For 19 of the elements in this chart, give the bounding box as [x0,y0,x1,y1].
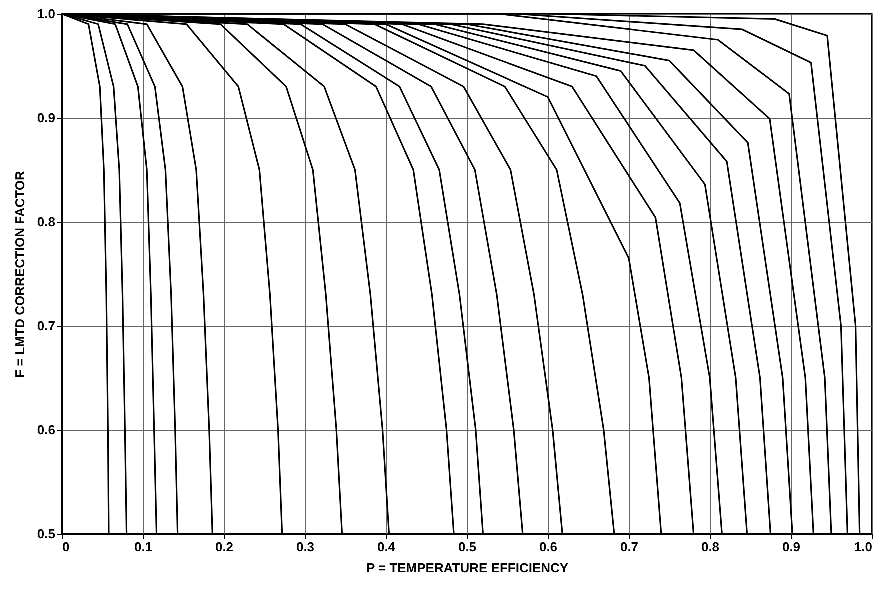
y-tick-label: 0.6 [37,422,56,438]
x-tick-label: 0.4 [377,540,396,554]
x-tick-label: 0.6 [539,540,558,554]
x-tick-label: 0.5 [458,540,477,554]
x-tick-label: 0.8 [701,540,720,554]
y-tick-label: 0.5 [37,526,56,542]
x-tick-label: 0 [62,540,70,554]
y-tick-label: 0.7 [37,318,56,334]
x-tick-label: 0.9 [782,540,801,554]
y-tick-label: 0.8 [37,214,56,230]
x-tick-label: 0.2 [215,540,234,554]
y-tick-label: 1.0 [37,6,56,22]
x-axis-title: P = TEMPERATURE EFFICIENCY [366,560,569,576]
x-tick-label: 1.0 [854,540,872,554]
x-tick-label: 0.1 [134,540,153,554]
x-tick-label: 0.7 [620,540,639,554]
y-tick-label: 0.9 [37,110,56,126]
y-axis-title: F = LMTD CORRECTION FACTOR [12,170,28,378]
x-tick-label: 0.3 [296,540,315,554]
